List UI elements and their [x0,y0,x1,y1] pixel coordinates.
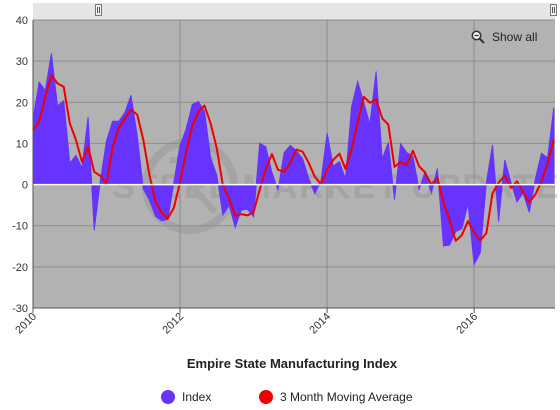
y-tick-label: 30 [16,56,28,68]
y-tick-label: 40 [16,15,28,27]
legend: Index 3 Month Moving Average [0,390,560,410]
legend-item-index[interactable]: Index [161,390,211,404]
x-tick-label: 2016 [454,311,480,337]
x-tick-label: 2012 [160,311,186,337]
y-tick-label: -20 [12,262,28,274]
y-tick-label: 0 [22,180,28,192]
y-tick-label: -30 [12,303,28,315]
navigator-right-handle[interactable] [550,4,557,16]
navigator-track[interactable] [33,3,555,20]
x-tick-label: 2014 [307,311,333,337]
y-tick-label: -10 [12,221,28,233]
show-all-button[interactable]: Show all [471,28,537,46]
x-axis-title: Empire State Manufacturing Index [187,356,398,371]
legend-swatch-moving-average [259,390,273,404]
navigator-left-handle[interactable] [95,4,102,16]
magnifier-zoom-out-icon [471,30,485,44]
y-tick-label: 10 [16,138,28,150]
moving-average-line[interactable] [32,74,555,242]
series-layer [32,53,555,267]
legend-item-moving-average[interactable]: 3 Month Moving Average [259,390,413,404]
show-all-label: Show all [492,30,538,44]
legend-label-index: Index [182,390,212,404]
legend-swatch-index [161,390,175,404]
legend-label-moving-average: 3 Month Moving Average [280,390,413,404]
y-tick-label: 20 [16,97,28,109]
